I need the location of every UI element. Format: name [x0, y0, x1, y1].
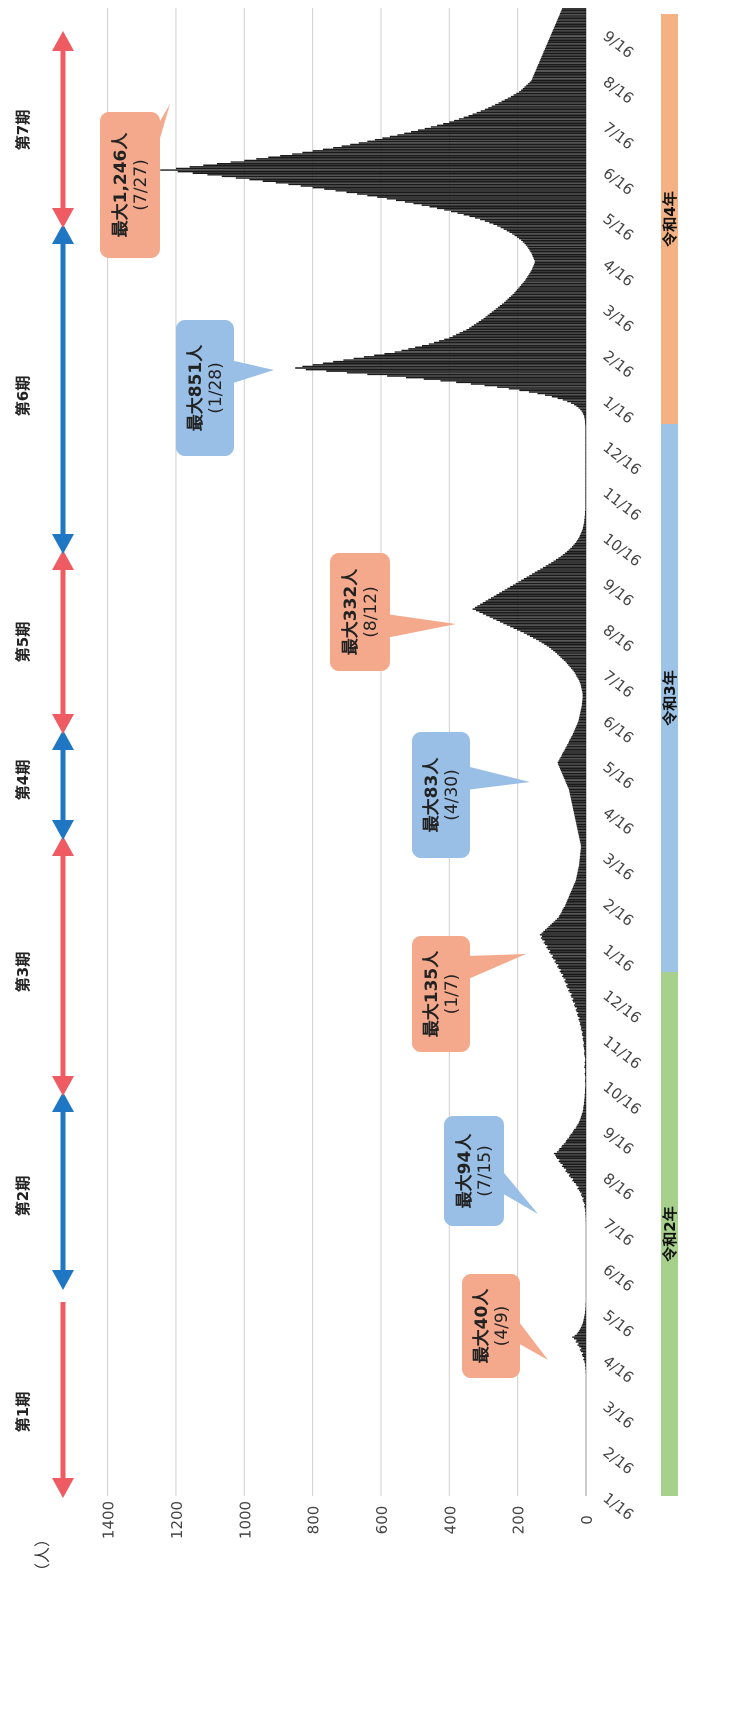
x-tick-label: 4/16 [600, 255, 638, 290]
x-tick-label: 5/16 [600, 210, 638, 245]
x-tick-label: 12/16 [600, 438, 645, 479]
period-arrows: 第1期 第2期 第3期 第4期 第5期 第6期 第7期 [14, 31, 74, 1498]
x-tick-label: 12/16 [600, 986, 645, 1027]
period-label: 第1期 [14, 1392, 32, 1432]
x-tick-label: 4/16 [600, 1352, 638, 1387]
y-tick-label: 1200 [168, 1501, 186, 1539]
period-arrow [52, 1302, 74, 1498]
era-band-segment [661, 972, 678, 1496]
x-tick-label: 1/16 [600, 941, 638, 976]
callout-value: 最大851人 [185, 344, 206, 431]
y-tick-label: 600 [373, 1506, 391, 1535]
period-arrow [52, 836, 74, 1096]
x-tick-label: 10/16 [600, 1078, 645, 1119]
period-label: 第3期 [14, 952, 32, 992]
x-tick-label: 8/16 [600, 73, 638, 108]
callout-value: 最大135人 [421, 950, 442, 1037]
y-axis-ticks: 0 200 400 600 800 1000 1200 1400 [100, 1501, 596, 1539]
callout-date: (8/12) [361, 586, 381, 637]
x-tick-label: 3/16 [600, 1398, 638, 1433]
y-tick-label: 400 [441, 1506, 459, 1535]
x-tick-label: 3/16 [600, 849, 638, 884]
callout-date: (4/9) [492, 1306, 512, 1347]
peak-callout: 最大40人 (4/9) [462, 1274, 548, 1378]
x-tick-label: 5/16 [600, 758, 638, 793]
period-label: 第6期 [14, 376, 32, 416]
peak-callouts: 最大40人 (4/9)最大94人 (7/15)最大135人 (1/7)最大83人 (4/… [100, 104, 548, 1378]
x-tick-label: 1/16 [600, 1489, 638, 1524]
y-tick-label: 0 [578, 1515, 596, 1525]
era-label: 令和3年 [661, 670, 679, 725]
x-tick-label: 8/16 [600, 1169, 638, 1204]
x-tick-label: 2/16 [600, 347, 638, 382]
peak-callout: 最大83人 (4/30) [412, 732, 530, 858]
callout-value: 最大83人 [421, 757, 442, 833]
period-arrow [52, 31, 74, 228]
y-tick-label: 200 [510, 1506, 528, 1535]
y-tick-label: 1000 [236, 1501, 254, 1539]
x-tick-label: 7/16 [600, 667, 638, 702]
callout-date: (1/28) [206, 362, 226, 413]
x-tick-label: 7/16 [600, 118, 638, 153]
period-label: 第2期 [14, 1176, 32, 1216]
x-tick-label: 7/16 [600, 1215, 638, 1250]
period-arrow [52, 224, 74, 554]
period-label: 第7期 [14, 110, 32, 150]
x-tick-label: 8/16 [600, 621, 638, 656]
callout-value: 最大40人 [471, 1288, 492, 1364]
period-arrow [52, 1092, 74, 1290]
x-tick-label: 11/16 [600, 1032, 645, 1073]
era-band-segment [661, 424, 678, 972]
y-tick-label: 1400 [100, 1501, 118, 1539]
callout-date: (7/27) [131, 159, 151, 210]
x-tick-label: 9/16 [600, 575, 638, 610]
x-axis-ticks: 1/16 2/16 3/16 4/16 5/16 6/16 7/16 8/16 9/16 10/1… [600, 27, 645, 1524]
peak-callout: 最大1,246人 (7/27) [100, 104, 170, 258]
x-tick-label: 9/16 [600, 27, 638, 62]
x-tick-label: 3/16 [600, 301, 638, 336]
callout-date: (4/30) [442, 769, 462, 820]
x-tick-label: 6/16 [600, 1261, 638, 1296]
period-arrow [52, 550, 74, 734]
x-tick-label: 6/16 [600, 164, 638, 199]
period-label: 第4期 [14, 760, 32, 800]
x-tick-label: 2/16 [600, 895, 638, 930]
peak-callout: 最大332人 (8/12) [330, 553, 456, 671]
era-band-segment [661, 14, 678, 424]
callout-value: 最大94人 [454, 1133, 475, 1209]
y-axis-unit-label: （人） [33, 1531, 52, 1579]
x-tick-label: 4/16 [600, 804, 638, 839]
period-arrow [52, 730, 74, 840]
x-tick-label: 9/16 [600, 1123, 638, 1158]
period-label: 第5期 [14, 622, 32, 662]
y-tick-label: 800 [305, 1506, 323, 1535]
callout-value: 最大1,246人 [110, 132, 131, 238]
x-tick-label: 6/16 [600, 712, 638, 747]
peak-callout: 最大851人 (1/28) [176, 320, 274, 456]
era-band: 令和2年 令和3年 令和4年 [661, 14, 679, 1496]
x-tick-label: 5/16 [600, 1306, 638, 1341]
era-label: 令和4年 [661, 191, 679, 246]
daily-bars [160, 8, 586, 1373]
era-label: 令和2年 [661, 1206, 679, 1261]
callout-date: (1/7) [442, 974, 462, 1015]
x-tick-label: 11/16 [600, 484, 645, 525]
x-tick-label: 1/16 [600, 392, 638, 427]
callout-date: (7/15) [475, 1145, 495, 1196]
x-tick-label: 2/16 [600, 1443, 638, 1478]
peak-callout: 最大135人 (1/7) [412, 936, 526, 1052]
x-tick-label: 10/16 [600, 530, 645, 571]
peak-callout: 最大94人 (7/15) [444, 1116, 538, 1226]
callout-value: 最大332人 [340, 568, 361, 655]
